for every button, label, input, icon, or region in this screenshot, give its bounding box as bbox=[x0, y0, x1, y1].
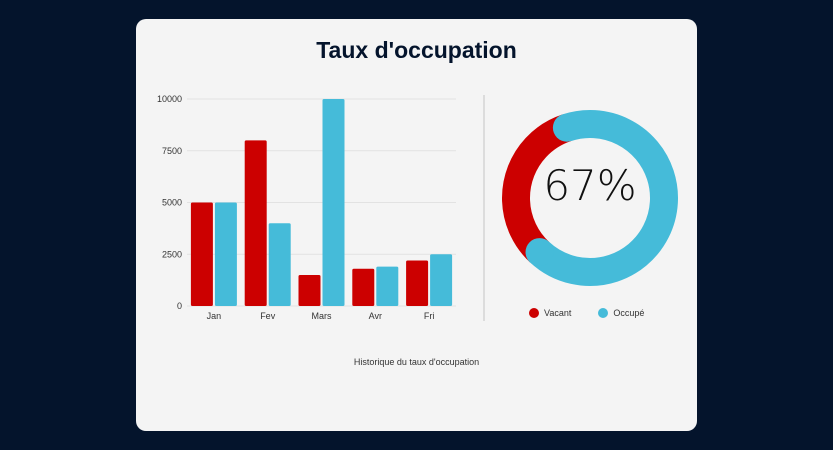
y-tick-label: 5000 bbox=[162, 198, 182, 208]
legend-label-occupe: Occupé bbox=[613, 308, 645, 318]
legend-swatch-vacant bbox=[529, 308, 539, 318]
x-tick-label: Fri bbox=[424, 311, 435, 321]
donut-chart bbox=[502, 110, 679, 287]
bar-fri-vacant bbox=[406, 260, 429, 306]
chart-card: Taux d'occupation 0 2500 5000 7500 10000 Jan F… bbox=[136, 19, 697, 431]
donut-cap-occupe-end bbox=[525, 238, 554, 267]
bar-mars-occupe bbox=[322, 99, 345, 306]
legend-item-vacant[interactable]: Vacant bbox=[529, 308, 571, 318]
x-tick-label: Fev bbox=[260, 311, 276, 321]
bar-fev-occupe bbox=[268, 223, 291, 306]
legend-swatch-occupe bbox=[598, 308, 609, 318]
x-tick-label: Avr bbox=[369, 311, 382, 321]
y-tick-label: 0 bbox=[177, 301, 182, 311]
bar-jan-occupe bbox=[214, 202, 237, 306]
bar-fri-occupe bbox=[430, 254, 453, 306]
donut-legend: Vacant Occupé bbox=[529, 308, 644, 318]
bar-fev-vacant bbox=[244, 140, 267, 306]
y-tick-label: 2500 bbox=[162, 249, 182, 259]
x-tick-label: Mars bbox=[312, 311, 332, 321]
legend-label-vacant: Vacant bbox=[544, 308, 572, 318]
page-title: Taux d'occupation bbox=[316, 37, 517, 63]
y-tick-label: 7500 bbox=[162, 146, 182, 156]
chart-caption: Historique du taux d'occupation bbox=[353, 357, 480, 367]
donut-center-label: 67% bbox=[543, 161, 637, 210]
divider bbox=[483, 95, 485, 321]
x-tick-label: Jan bbox=[207, 311, 222, 321]
legend-item-occupe[interactable]: Occupé bbox=[598, 308, 644, 318]
donut-cap-occupe bbox=[552, 113, 581, 142]
bar-chart: 0 2500 5000 7500 10000 Jan Fev Mars Avr Fri bbox=[157, 94, 456, 321]
bar-jan-vacant bbox=[190, 202, 213, 306]
y-tick-label: 10000 bbox=[157, 94, 182, 104]
bar-avr-occupe bbox=[376, 266, 399, 306]
bar-avr-vacant bbox=[352, 268, 375, 306]
bar-mars-vacant bbox=[298, 274, 321, 306]
